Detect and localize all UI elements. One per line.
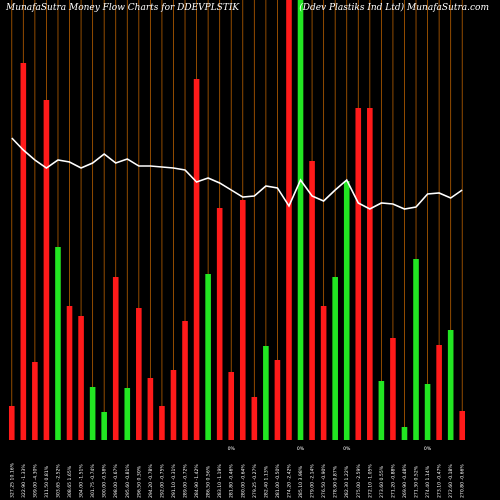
bar <box>136 308 142 440</box>
bar <box>159 406 165 440</box>
x-tick-label: 283.10 -1.19% <box>217 464 223 498</box>
bar <box>355 108 362 440</box>
x-tick-label: 281.80 -0.46% <box>229 464 235 498</box>
x-tick-label: 282.40 1.13% <box>263 465 269 498</box>
x-tick-label: 303.65 -2.52% <box>55 464 61 498</box>
note-label: 0% <box>297 446 305 452</box>
note-label: 0% <box>228 446 236 452</box>
bar <box>436 345 442 440</box>
bar <box>66 306 73 440</box>
x-tick-label: 294.20 -0.78% <box>148 464 154 498</box>
x-tick-label: 327.25 10.16% <box>9 462 15 498</box>
plot <box>8 0 466 440</box>
x-tick-label: 271.30 0.52% <box>414 465 420 498</box>
bar <box>182 321 188 440</box>
bar <box>320 306 327 440</box>
line <box>11 137 463 210</box>
bar <box>147 378 154 440</box>
bar <box>124 388 131 440</box>
bar <box>378 381 385 440</box>
x-tick-label: 301.75 -0.74% <box>90 464 96 498</box>
bar <box>343 181 350 440</box>
bar <box>274 360 281 440</box>
x-tick-label: 272.60 -0.18% <box>448 464 454 498</box>
x-tick-label: 275.00 -2.59% <box>356 464 362 498</box>
bar <box>193 79 200 440</box>
bar <box>297 0 304 440</box>
x-tick-label: 286.50 0.56% <box>206 465 212 498</box>
x-tick-label: 274.40 1.14% <box>425 465 431 498</box>
bar <box>459 411 466 440</box>
x-tick-label: 284.90 -1.42% <box>194 464 200 498</box>
bar <box>228 372 235 440</box>
x-tick-label: 308.65 1.65% <box>67 465 73 498</box>
x-tick-label: 322.90 -1.33% <box>21 464 27 498</box>
bar <box>20 63 27 440</box>
x-tick-label: 309.00 -4.30% <box>32 464 38 498</box>
bar <box>43 100 50 440</box>
x-tick-label: 278.90 0.87% <box>333 465 339 498</box>
x-tick-label: 273.10 -0.47% <box>437 464 443 498</box>
chart-subtitle: (Ddev Plastiks Ind Ltd) MunafaSutra.com <box>299 2 489 13</box>
bar <box>251 397 258 440</box>
bar <box>78 316 84 440</box>
x-tick-label: 304.00 -1.51% <box>79 464 85 498</box>
bar <box>424 384 431 440</box>
bar <box>309 161 315 440</box>
x-tick-label: 270.80 -0.66% <box>460 464 466 498</box>
x-tick-label: 285.10 3.98% <box>298 465 304 498</box>
x-tick-label: 276.50 -0.90% <box>321 464 327 498</box>
x-tick-label: 300.00 -0.58% <box>102 464 108 498</box>
x-tick-label: 292.00 -0.75% <box>159 464 165 498</box>
bar <box>332 277 338 440</box>
x-tick-label: 279.00 -2.14% <box>310 464 316 498</box>
bar <box>263 346 269 440</box>
note-label: 0% <box>424 446 432 452</box>
bar <box>32 362 38 440</box>
x-tick-label: 298.00 -0.67% <box>113 464 119 498</box>
bar <box>286 0 292 440</box>
x-tick-label: 289.00 -0.72% <box>183 464 189 498</box>
bar <box>401 427 408 440</box>
bar <box>390 338 396 440</box>
x-tick-label: 281.00 -0.50% <box>275 464 281 498</box>
x-tick-label: 273.60 0.55% <box>379 465 385 498</box>
bar <box>447 330 454 440</box>
bar <box>89 387 96 440</box>
x-tick-label: 272.10 -1.05% <box>367 464 373 498</box>
bar <box>239 200 246 440</box>
x-tick-label: 311.50 0.81% <box>44 465 50 498</box>
x-tick-label: 269.90 -0.48% <box>402 464 408 498</box>
x-tick-label: 279.25 -0.27% <box>252 464 258 498</box>
bar <box>367 108 373 440</box>
x-tick-label: 274.20 -2.42% <box>286 464 292 498</box>
bar <box>205 274 211 440</box>
x-tick-label: 282.30 1.22% <box>344 465 350 498</box>
bar <box>112 277 119 440</box>
bar <box>101 412 107 440</box>
labels: 327.25 10.16% 322.90 -1.33% 309.00 -4.30% 3… <box>9 446 465 498</box>
bar <box>8 406 15 440</box>
chart-title: MunafaSutra Money Flow Charts for DDEVPL… <box>5 3 240 13</box>
x-tick-label: 295.60 -0.81% <box>125 464 131 498</box>
x-tick-label: 271.20 -0.88% <box>390 464 396 498</box>
bar <box>413 259 419 440</box>
bar <box>55 247 61 440</box>
x-tick-label: 291.10 -0.31% <box>171 464 177 498</box>
x-tick-label: 280.00 -0.64% <box>240 464 246 498</box>
note-label: 0% <box>343 446 351 452</box>
bar <box>216 208 223 440</box>
x-tick-label: 296.50 0.30% <box>136 465 142 498</box>
bar <box>170 370 177 440</box>
